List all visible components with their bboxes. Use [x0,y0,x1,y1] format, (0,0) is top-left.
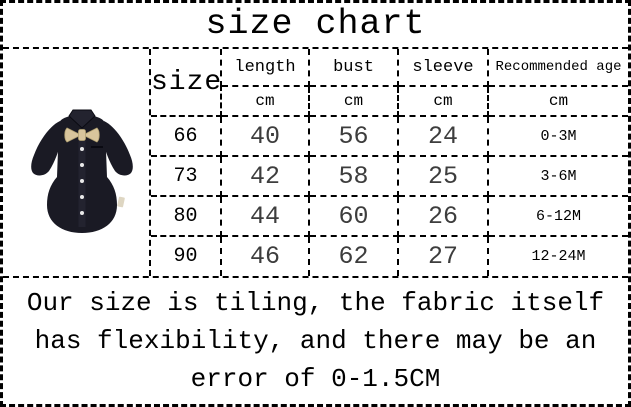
sleeve-value: 24 [397,115,489,157]
table-row: 66 40 56 24 0-3M [150,115,628,157]
age-value: 6-12M [487,195,628,237]
age-value: 0-3M [487,115,628,157]
product-photo [3,49,151,276]
unit-bust: cm [308,85,399,117]
unit-age: cm [487,85,628,117]
unit-sleeve: cm [397,85,489,117]
note-line: Our size is tiling, the fabric itself [26,288,605,318]
unit-length: cm [220,85,310,117]
size-value: 66 [150,115,222,157]
romper-right-sleeve [103,121,133,176]
chart-body: size length bust sleeve Recommended age … [3,48,628,278]
romper-illustration [31,109,133,233]
bust-value: 58 [308,155,399,197]
romper-buttons [80,147,84,215]
table-header-row: size length bust sleeve Recommended age [150,48,628,117]
sleeve-value: 25 [397,155,489,197]
romper-left-sleeve [31,121,61,176]
length-value: 46 [220,235,310,277]
sleeve-value: 26 [397,195,489,237]
note-line: error of 0-1.5CM [190,364,441,394]
col-header-recommended-age: Recommended age [487,48,628,87]
size-value: 80 [150,195,222,237]
length-value: 42 [220,155,310,197]
table-row: 73 42 58 25 3-6M [150,155,628,197]
size-note: Our size is tiling, the fabric itself ha… [3,278,628,404]
size-value: 90 [150,235,222,277]
col-header-bust: bust [308,48,399,87]
hang-tag [117,196,125,208]
col-header-size: size [150,48,222,117]
size-value: 73 [150,155,222,197]
bust-value: 62 [308,235,399,277]
table-row: 80 44 60 26 6-12M [150,195,628,237]
sleeve-value: 27 [397,235,489,277]
col-header-length: length [220,48,310,87]
length-value: 40 [220,115,310,157]
length-value: 44 [220,195,310,237]
romper-collar [68,109,96,129]
table-unit-row: cm cm cm cm [151,85,628,117]
bust-value: 56 [308,115,399,157]
bow-tie-icon [64,127,100,143]
col-header-sleeve: sleeve [397,48,489,87]
age-value: 12-24M [487,235,628,277]
note-line: has flexibility, and there may be an [34,326,597,356]
size-table: size length bust sleeve Recommended age … [150,48,628,277]
age-value: 3-6M [487,155,628,197]
bust-value: 60 [308,195,399,237]
table-row: 90 46 62 27 12-24M [150,235,628,277]
page-title: size chart [3,3,628,49]
